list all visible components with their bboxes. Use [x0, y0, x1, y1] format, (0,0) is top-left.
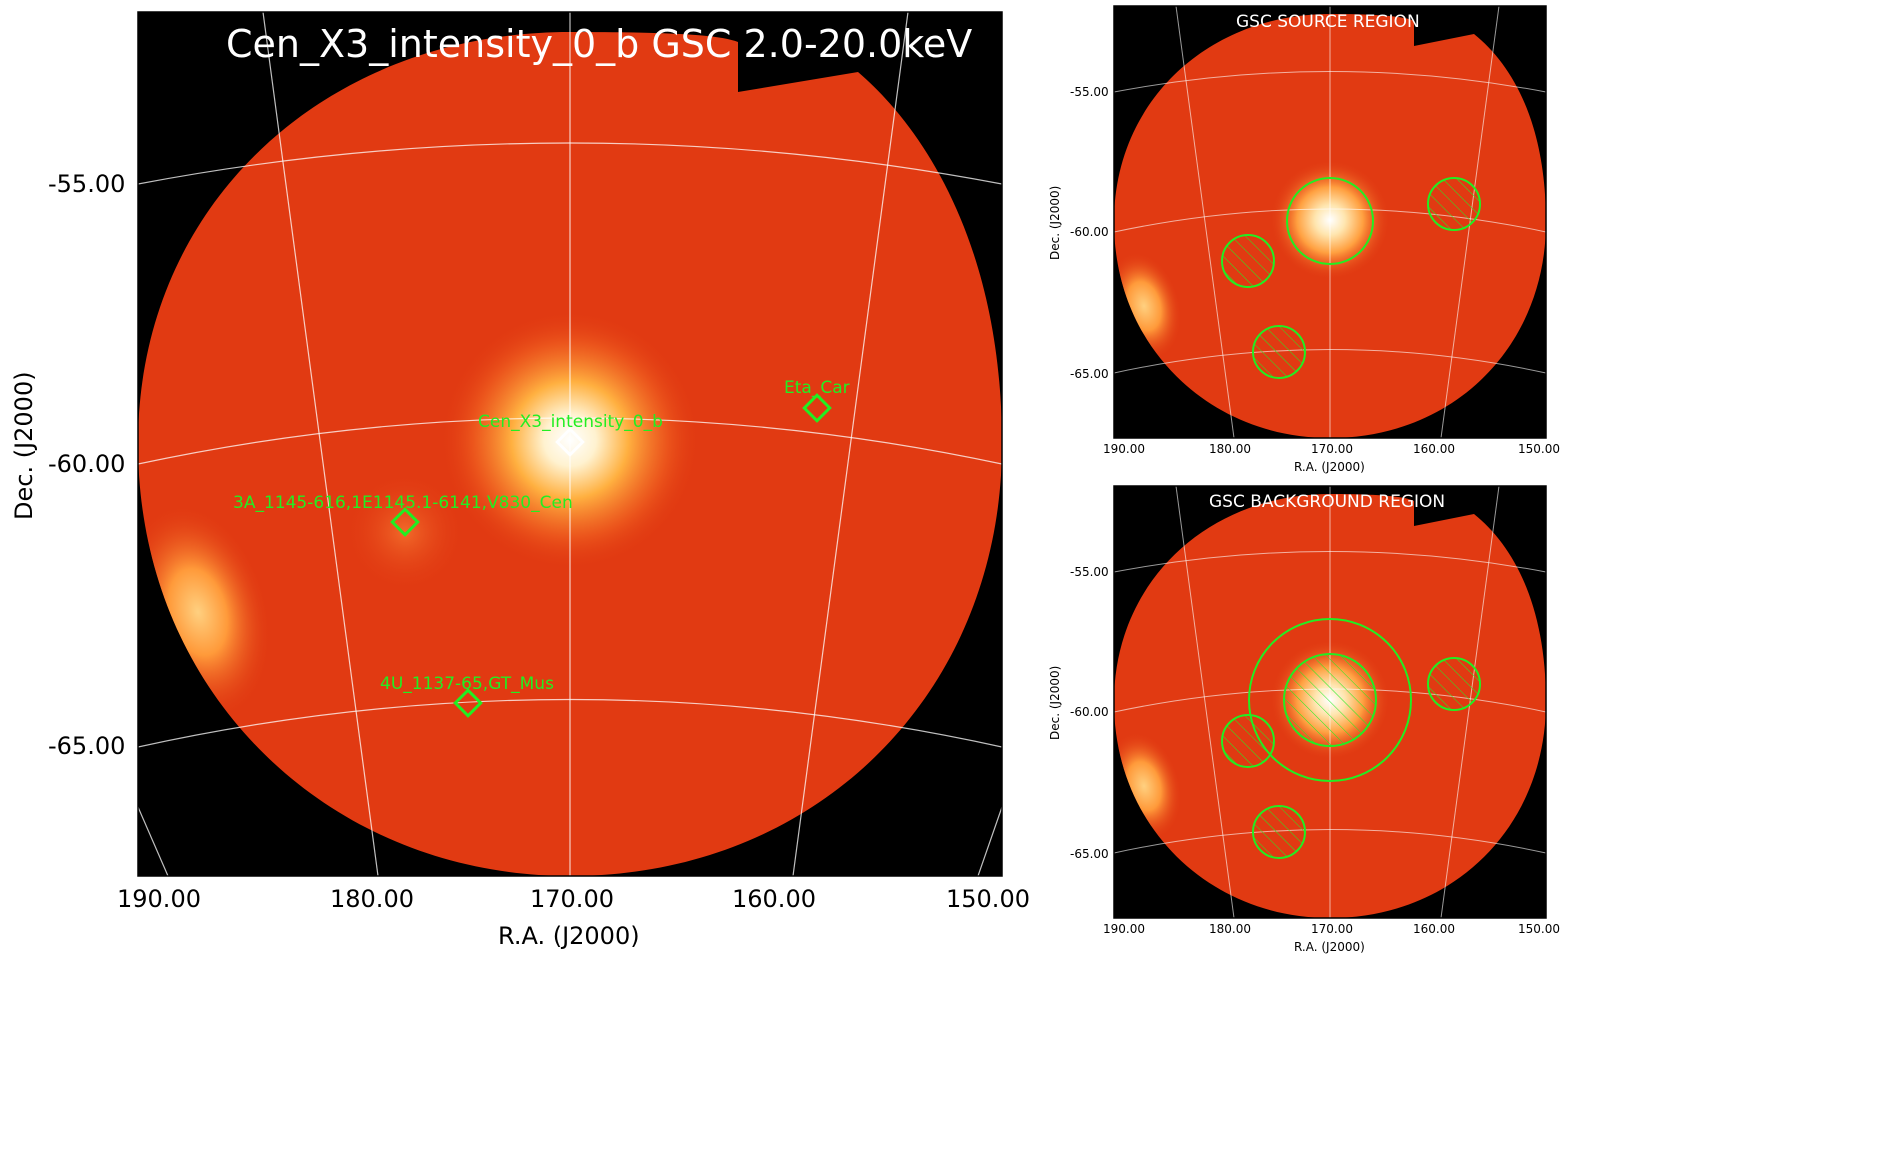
excluded-source-circle: [1252, 325, 1306, 379]
src-xtick-3: 160.00: [1413, 442, 1455, 456]
excluded-source-circle: [1427, 177, 1481, 231]
excluded-source-circle: [1221, 714, 1275, 768]
main-xtick-1: 180.00: [330, 885, 414, 913]
main-sky-image: Cen_X3_intensity_0_b GSC 2.0-20.0keV Cen…: [138, 12, 1002, 876]
main-sky-svg: [138, 12, 1002, 876]
main-ytick-2: -65.00: [48, 732, 126, 760]
bg-xtick-4: 150.00: [1518, 922, 1560, 936]
bg-xlabel: R.A. (J2000): [1294, 940, 1365, 954]
background-inner-excluded-circle: [1283, 653, 1377, 747]
src-xtick-0: 190.00: [1103, 442, 1145, 456]
src-ytick-0: -55.00: [1070, 85, 1109, 99]
src-xtick-2: 170.00: [1311, 442, 1353, 456]
src-ylabel: Dec. (J2000): [1048, 185, 1062, 260]
label-eta-car: Eta_Car: [784, 378, 850, 398]
source-region-image: GSC SOURCE REGION: [1114, 6, 1546, 438]
main-ytick-0: -55.00: [48, 170, 126, 198]
background-region-title: GSC BACKGROUND REGION: [1209, 492, 1446, 512]
bg-xtick-0: 190.00: [1103, 922, 1145, 936]
bg-ylabel: Dec. (J2000): [1048, 665, 1062, 740]
main-ylabel: Dec. (J2000): [10, 371, 38, 520]
bg-ytick-1: -60.00: [1070, 705, 1109, 719]
bg-xtick-3: 160.00: [1413, 922, 1455, 936]
main-title: Cen_X3_intensity_0_b GSC 2.0-20.0keV: [226, 22, 973, 66]
main-xlabel: R.A. (J2000): [498, 922, 640, 950]
src-xtick-4: 150.00: [1518, 442, 1560, 456]
main-ytick-1: -60.00: [48, 450, 126, 478]
src-xtick-1: 180.00: [1209, 442, 1251, 456]
bg-xtick-1: 180.00: [1209, 922, 1251, 936]
src-xlabel: R.A. (J2000): [1294, 460, 1365, 474]
main-xtick-3: 160.00: [732, 885, 816, 913]
label-4u-1137: 4U_1137-65,GT_Mus: [380, 674, 554, 694]
main-xtick-2: 170.00: [530, 885, 614, 913]
main-xtick-0: 190.00: [117, 885, 201, 913]
src-ytick-1: -60.00: [1070, 225, 1109, 239]
bg-ytick-0: -55.00: [1070, 565, 1109, 579]
bg-xtick-2: 170.00: [1311, 922, 1353, 936]
label-cen-x3: Cen_X3_intensity_0_b: [478, 412, 663, 432]
excluded-source-circle: [1252, 805, 1306, 859]
bg-ytick-2: -65.00: [1070, 847, 1109, 861]
src-ytick-2: -65.00: [1070, 367, 1109, 381]
excluded-source-circle: [1427, 657, 1481, 711]
excluded-source-circle: [1221, 234, 1275, 288]
source-region-title: GSC SOURCE REGION: [1236, 12, 1420, 32]
main-xtick-4: 150.00: [946, 885, 1030, 913]
label-3a-1145: 3A_1145-616,1E1145.1-6141,V830_Cen: [233, 493, 573, 513]
background-region-image: GSC BACKGROUND REGION: [1114, 486, 1546, 918]
source-region-svg: [1114, 6, 1546, 438]
background-region-svg: [1114, 486, 1546, 918]
